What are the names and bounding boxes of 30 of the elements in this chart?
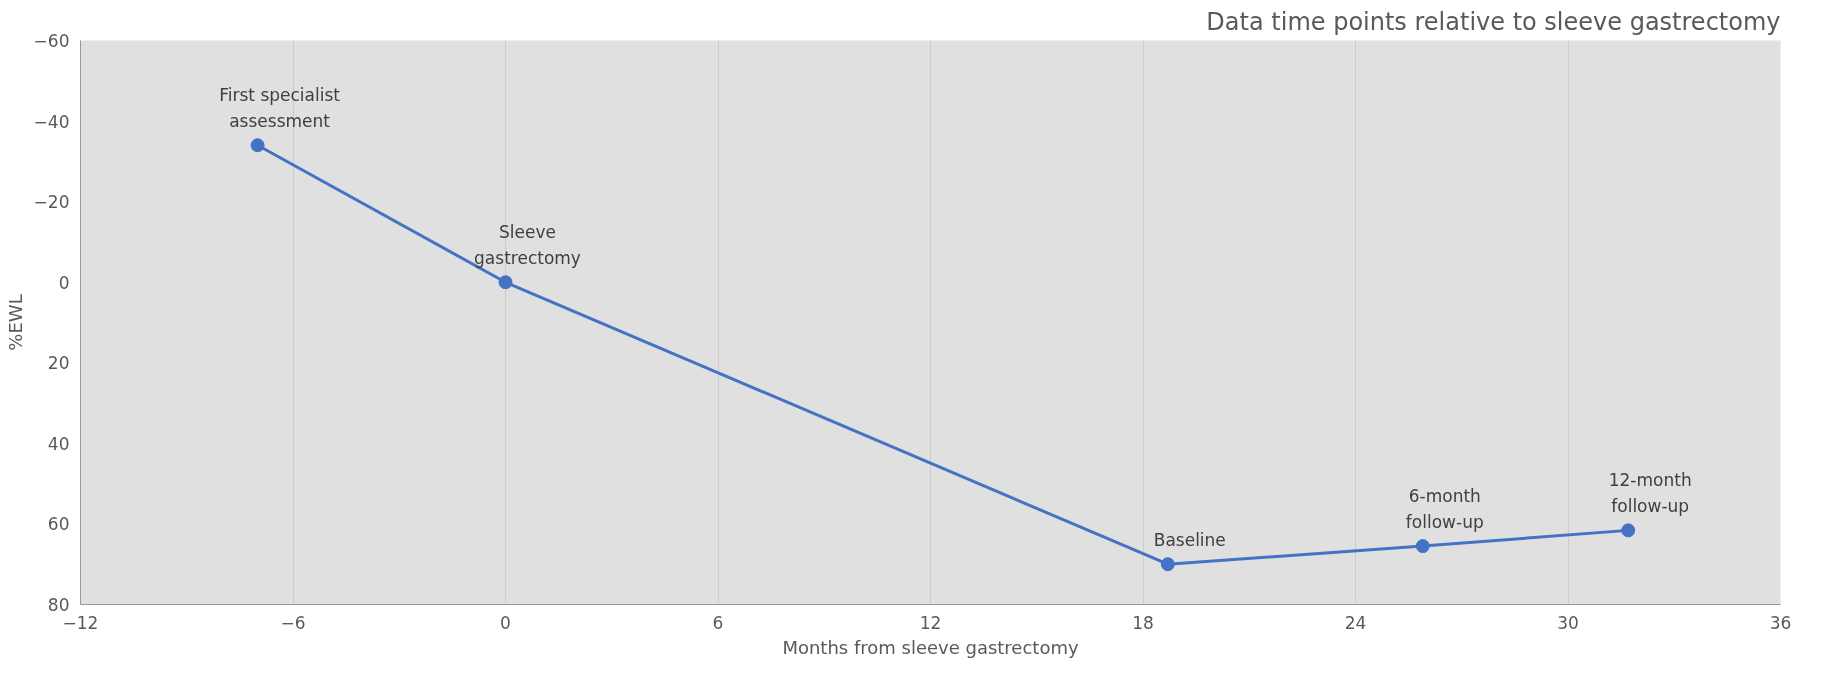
y-tick-label: 20 [47,353,70,374]
x-axis-title: Months from sleeve gastrectomy [782,636,1079,658]
point [1621,523,1636,538]
x-tick-label: 0 [500,612,511,633]
x-tick-label: 36 [1769,612,1792,633]
x-tick-label: 12 [919,612,942,633]
x-tick-label: 6 [712,612,724,633]
y-tick-label: −20 [33,192,70,213]
point [1415,539,1430,554]
annotation: Baseline [1153,530,1226,551]
chart-title: Data time points relative to sleeve gastrectomy [1206,7,1781,36]
x-tick-label: −12 [62,612,99,633]
x-tick-label: −6 [280,612,306,633]
y-tick-label: −60 [33,31,70,51]
y-tick-label: 0 [58,272,70,293]
y-tick-label: 80 [47,595,70,615]
point [498,275,513,290]
annotation: 12-month follow-up [1608,470,1692,517]
y-tick-label: 40 [47,433,70,454]
x-tick-label: 30 [1557,612,1579,633]
annotation: First specialist assessment [219,85,341,132]
point [250,138,265,153]
annotation: 6-month follow-up [1405,486,1484,533]
y-tick-label: 60 [47,514,70,535]
x-tick-label: 18 [1132,612,1154,633]
x-tick-label: 24 [1344,612,1367,633]
annotation: Sleeve gastrectomy [474,222,581,269]
y-axis-title: %EWL [4,294,26,351]
y-tick-label: −40 [33,111,70,132]
point [1160,557,1175,572]
